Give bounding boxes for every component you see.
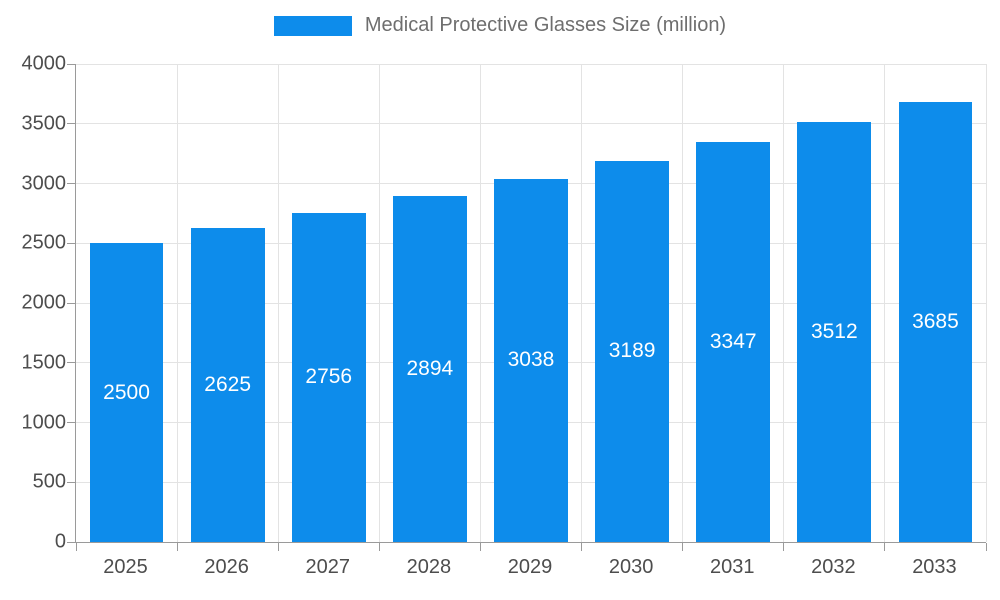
x-tick-mark bbox=[176, 543, 178, 551]
bar-value-label: 3347 bbox=[709, 330, 757, 354]
legend-swatch bbox=[273, 15, 352, 36]
x-tick-label: 2032 bbox=[811, 556, 856, 578]
y-tick-label: 1500 bbox=[21, 351, 67, 374]
x-tick-label: 2025 bbox=[103, 556, 148, 578]
bar[interactable]: 3038 bbox=[494, 178, 568, 542]
x-tick-mark bbox=[378, 543, 380, 551]
bar[interactable]: 3189 bbox=[595, 160, 669, 542]
bar-value-label: 3512 bbox=[810, 320, 858, 344]
x-tick-mark bbox=[277, 543, 279, 551]
bar[interactable]: 2500 bbox=[89, 243, 164, 542]
y-tick-mark bbox=[67, 541, 75, 543]
x-tick-label: 2030 bbox=[608, 556, 654, 578]
x-tick-label: 2029 bbox=[507, 556, 553, 578]
x-tick-mark bbox=[479, 543, 481, 551]
x-tick-mark bbox=[884, 543, 886, 551]
legend[interactable]: Medical Protective Glasses Size (million… bbox=[0, 14, 1000, 37]
y-tick-mark bbox=[67, 481, 75, 483]
y-tick-label: 2000 bbox=[21, 291, 67, 314]
vgrid-line bbox=[277, 64, 279, 542]
bar[interactable]: 2894 bbox=[392, 196, 467, 542]
bar[interactable]: 3685 bbox=[898, 101, 973, 542]
x-tick-label: 2033 bbox=[912, 556, 957, 578]
bar-value-label: 3189 bbox=[608, 339, 656, 363]
bar-value-label: 2756 bbox=[305, 365, 353, 389]
y-tick-label: 3000 bbox=[21, 172, 67, 194]
x-tick-label: 2027 bbox=[305, 556, 351, 578]
x-tick-mark bbox=[581, 543, 583, 551]
y-tick-mark bbox=[67, 63, 75, 65]
y-tick-label: 500 bbox=[32, 470, 66, 493]
bar[interactable]: 2756 bbox=[291, 212, 366, 542]
bar-value-label: 3685 bbox=[912, 309, 959, 333]
vgrid-line bbox=[176, 64, 178, 542]
y-tick-label: 3500 bbox=[21, 112, 67, 135]
vgrid-line bbox=[783, 64, 785, 542]
x-tick-mark bbox=[985, 543, 987, 551]
legend-label: Medical Protective Glasses Size (million… bbox=[364, 14, 727, 36]
vgrid-line bbox=[479, 64, 481, 542]
y-tick-mark bbox=[67, 362, 75, 364]
y-axis: 0 500 1000 1500 2000 2500 3000 3500 4000 bbox=[0, 53, 67, 553]
x-tick-label: 2026 bbox=[204, 556, 249, 578]
y-tick-mark bbox=[67, 422, 75, 423]
y-tick-mark bbox=[67, 242, 75, 244]
bar[interactable]: 2625 bbox=[190, 228, 265, 542]
x-tick-label: 2031 bbox=[709, 556, 755, 578]
bar-value-label: 2894 bbox=[406, 357, 454, 381]
vgrid-line bbox=[581, 64, 583, 542]
y-tick-mark bbox=[67, 302, 75, 304]
vgrid-line bbox=[378, 64, 380, 542]
hgrid-line bbox=[76, 63, 986, 65]
bar-value-label: 2625 bbox=[204, 373, 251, 397]
y-tick-mark bbox=[67, 123, 75, 125]
plot-area: 2500 2625 2756 2894 3038 3189 3347 3512 3685 bbox=[67, 63, 987, 551]
y-tick-label: 1000 bbox=[21, 411, 67, 433]
x-tick-mark bbox=[75, 543, 77, 551]
y-tick-label: 4000 bbox=[21, 52, 67, 75]
bar[interactable]: 3347 bbox=[696, 142, 771, 542]
x-tick-label: 2028 bbox=[406, 556, 452, 578]
vgrid-line bbox=[884, 64, 886, 542]
x-axis: 2025 2026 2027 2028 2029 2030 2031 2032 2033 bbox=[75, 552, 985, 584]
x-tick-mark bbox=[783, 543, 785, 551]
x-tick-mark bbox=[682, 543, 684, 551]
bar[interactable]: 3512 bbox=[797, 122, 872, 542]
y-tick-label: 0 bbox=[54, 530, 66, 553]
y-tick-mark bbox=[67, 183, 75, 184]
hgrid-line bbox=[76, 123, 986, 125]
bar-value-label: 3038 bbox=[507, 348, 555, 372]
vgrid-line bbox=[682, 64, 684, 542]
vgrid-line bbox=[985, 64, 987, 542]
bar-value-label: 2500 bbox=[103, 380, 150, 404]
y-tick-label: 2500 bbox=[21, 231, 67, 254]
